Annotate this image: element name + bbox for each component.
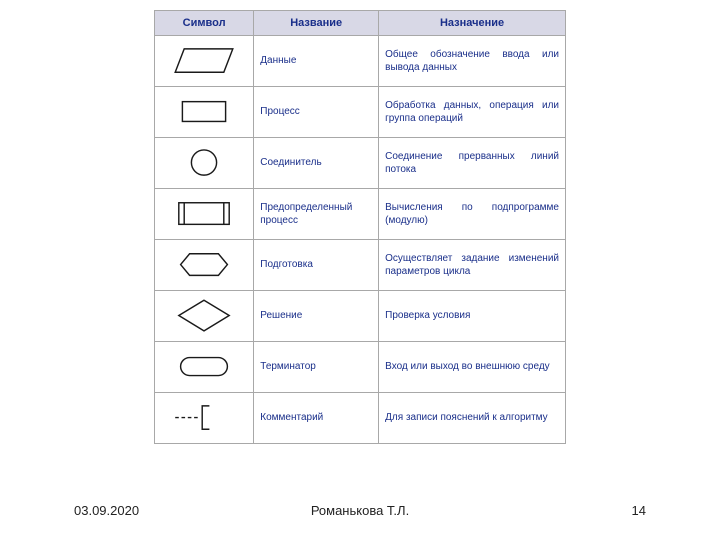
cell-name: Решение (254, 291, 379, 342)
flowchart-symbols-table: Символ Название Назначение ДанныеОбщее о… (154, 10, 566, 444)
table-row: Предопределенный процессВычисления по по… (155, 189, 566, 240)
col-name: Название (254, 11, 379, 36)
cell-desc: Общее обозначение ввода или вывода данны… (379, 36, 566, 87)
cell-name: Процесс (254, 87, 379, 138)
hexagon-icon (159, 240, 249, 290)
table-row: ДанныеОбщее обозначение ввода или вывода… (155, 36, 566, 87)
circle-icon (159, 138, 249, 188)
parallelogram-icon (159, 36, 249, 86)
table-row: ТерминаторВход или выход во внешнюю сред… (155, 342, 566, 393)
symbol-table: Символ Название Назначение ДанныеОбщее о… (154, 10, 566, 444)
cell-name: Соединитель (254, 138, 379, 189)
cell-name: Данные (254, 36, 379, 87)
col-symbol: Символ (155, 11, 254, 36)
terminator-icon (159, 342, 249, 392)
cell-name: Предопределенный процесс (254, 189, 379, 240)
cell-symbol (155, 291, 254, 342)
cell-symbol (155, 138, 254, 189)
footer-author: Романькова Т.Л. (0, 503, 720, 518)
cell-desc: Проверка условия (379, 291, 566, 342)
cell-symbol (155, 36, 254, 87)
cell-symbol (155, 87, 254, 138)
diamond-icon (159, 291, 249, 341)
cell-symbol (155, 342, 254, 393)
cell-name: Комментарий (254, 393, 379, 444)
cell-desc: Осуществляет задание изменений параметро… (379, 240, 566, 291)
rectangle-icon (159, 87, 249, 137)
table-row: ПроцессОбработка данных, операция или гр… (155, 87, 566, 138)
cell-name: Терминатор (254, 342, 379, 393)
cell-desc: Вход или выход во внешнюю среду (379, 342, 566, 393)
cell-symbol (155, 393, 254, 444)
table-body: ДанныеОбщее обозначение ввода или вывода… (155, 36, 566, 444)
col-purpose: Назначение (379, 11, 566, 36)
cell-desc: Обработка данных, операция или группа оп… (379, 87, 566, 138)
cell-desc: Вычисления по подпрограмме (модулю) (379, 189, 566, 240)
cell-desc: Для записи пояснений к алгоритму (379, 393, 566, 444)
cell-symbol (155, 189, 254, 240)
table-row: РешениеПроверка условия (155, 291, 566, 342)
footer-page: 14 (632, 503, 646, 518)
table-row: КомментарийДля записи пояснений к алгори… (155, 393, 566, 444)
predefined-icon (159, 189, 249, 239)
table-row: ПодготовкаОсуществляет задание изменений… (155, 240, 566, 291)
table-header-row: Символ Название Назначение (155, 11, 566, 36)
cell-name: Подготовка (254, 240, 379, 291)
comment-icon (159, 393, 249, 443)
cell-symbol (155, 240, 254, 291)
cell-desc: Соединение прерванных линий потока (379, 138, 566, 189)
table-row: СоединительСоединение прерванных линий п… (155, 138, 566, 189)
